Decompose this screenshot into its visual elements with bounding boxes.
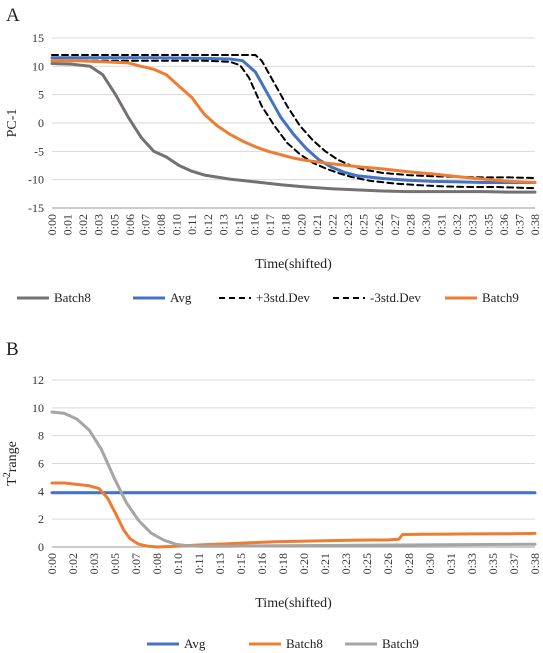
legend-entry: -3std.Dev (370, 290, 421, 305)
x-tick-label: 0:03 (87, 553, 101, 574)
y-axis-title: PC-1 (5, 109, 20, 138)
x-tick-label: 0:31 (444, 553, 458, 574)
x-tick-label: 0:10 (170, 214, 184, 235)
x-tick-label: 0:00 (45, 214, 59, 235)
x-tick-label: 0:36 (497, 214, 511, 235)
x-tick-label: 0:15 (232, 214, 246, 235)
x-tick-label: 0:27 (388, 214, 402, 235)
x-tick-label: 0:01 (61, 214, 75, 235)
legend-entry: Batch9 (382, 636, 419, 651)
y-tick-label: 5 (38, 88, 44, 102)
x-tick-label: 0:16 (255, 553, 269, 574)
x-tick-label: 0:05 (108, 553, 122, 574)
x-tick-label: 0:08 (150, 553, 164, 574)
x-tick-label: 0:30 (419, 214, 433, 235)
x-tick-label: 0:37 (512, 214, 526, 235)
x-tick-label: 0:11 (185, 214, 199, 235)
x-tick-label: 0:30 (423, 553, 437, 574)
series-line-3std-dev (51, 59, 536, 190)
y-tick-label: 2 (38, 512, 44, 526)
legend-entry: Avg (184, 636, 206, 651)
x-tick-label: 0:23 (341, 214, 355, 235)
legend-entry: Batch8 (286, 636, 323, 651)
x-tick-label: 0:20 (294, 214, 308, 235)
panel-a-label: A (6, 5, 20, 26)
x-tick-label: 0:11 (192, 553, 206, 574)
y-tick-label: -15 (28, 201, 44, 215)
x-tick-label: 0:37 (507, 553, 521, 574)
chart-b: 12 10 8 6 4 2 00:00 0:02 0:03 0:05 0:07 0:08 0:10 0:1… (2, 373, 542, 651)
x-tick-label: 0:13 (216, 214, 230, 235)
x-tick-label: 0:18 (279, 214, 293, 235)
legend-entry: Batch9 (482, 290, 519, 305)
x-tick-label: 0:38 (528, 214, 542, 235)
x-tick-label: 0:33 (466, 214, 480, 235)
x-tick-label: 0:31 (435, 214, 449, 235)
x-tick-label: 0:22 (325, 214, 339, 235)
x-tick-label: 0:18 (276, 553, 290, 574)
y-tick-label: 10 (32, 59, 44, 73)
x-tick-label: 0:35 (481, 214, 495, 235)
x-tick-label: 0:06 (123, 214, 137, 235)
x-tick-label: 0:07 (138, 214, 152, 235)
x-tick-label: 0:23 (339, 553, 353, 574)
y-tick-label: 8 (38, 429, 44, 443)
x-tick-label: 0:20 (297, 553, 311, 574)
x-tick-label: 0:02 (76, 214, 90, 235)
y-tick-label: 0 (38, 540, 44, 554)
x-tick-label: 0:32 (450, 214, 464, 235)
panel-b-label: B (6, 339, 19, 360)
x-tick-label: 0:21 (318, 553, 332, 574)
series-line-batch9 (50, 59, 537, 184)
legend-entry: Batch8 (54, 290, 91, 305)
x-tick-label: 0:38 (528, 553, 542, 574)
x-tick-label: 0:25 (357, 214, 371, 235)
y-tick-label: 15 (32, 31, 44, 45)
x-tick-label: 0:26 (372, 214, 386, 235)
x-tick-label: 0:12 (201, 214, 215, 235)
x-tick-label: 0:02 (66, 553, 80, 574)
series-line-batch9 (50, 410, 537, 548)
x-tick-label: 0:25 (360, 553, 374, 574)
x-tick-label: 0:16 (248, 214, 262, 235)
legend-entry: Avg (170, 290, 192, 305)
x-axis-title: Time(shifted) (255, 596, 332, 611)
y-axis-title: T2range (2, 441, 20, 486)
y-tick-label: 12 (32, 373, 44, 387)
x-tick-label: 0:35 (486, 553, 500, 574)
x-tick-label: 0:33 (465, 553, 479, 574)
x-tick-label: 0:05 (107, 214, 121, 235)
y-tick-label: 0 (38, 116, 44, 130)
series-line-batch8 (50, 481, 537, 549)
x-tick-label: 0:03 (92, 214, 106, 235)
series-line-avg (50, 56, 537, 184)
x-tick-label: 0:21 (310, 214, 324, 235)
x-tick-label: 0:13 (213, 553, 227, 574)
legend-entry: +3std.Dev (256, 290, 310, 305)
x-tick-label: 0:10 (171, 553, 185, 574)
x-tick-label: 0:17 (263, 214, 277, 235)
x-tick-label: 0:26 (381, 553, 395, 574)
x-tick-label: 0:00 (45, 553, 59, 574)
series-line-batch8 (50, 62, 537, 194)
y-tick-label: 4 (38, 484, 44, 498)
x-tick-label: 0:28 (403, 214, 417, 235)
x-tick-label: 0:08 (154, 214, 168, 235)
x-tick-label: 0:15 (234, 553, 248, 574)
y-tick-label: 6 (38, 457, 44, 471)
x-tick-label: 0:07 (129, 553, 143, 574)
y-tick-label: -5 (34, 144, 44, 158)
y-tick-label: 10 (32, 401, 44, 415)
x-tick-label: 0:28 (402, 553, 416, 574)
y-tick-label: -10 (28, 173, 44, 187)
x-axis-title: Time(shifted) (255, 257, 332, 272)
